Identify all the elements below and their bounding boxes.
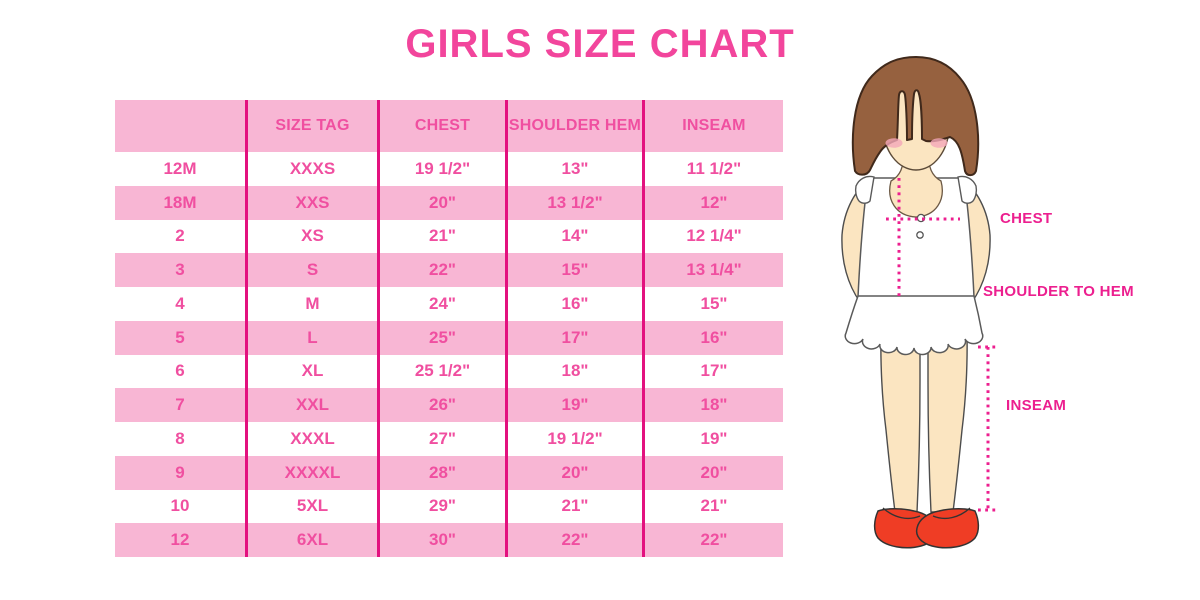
table-cell: 20": [380, 185, 508, 220]
table-cell: 3: [115, 253, 248, 287]
girl-top-button-2: [916, 231, 924, 239]
table-cell: 9: [115, 455, 248, 490]
table-cell: 16": [508, 287, 645, 321]
girl-right-shoe: [915, 507, 980, 549]
table-cell: 19 1/2": [380, 152, 508, 186]
table-row: 4 M 24" 16" 15": [115, 287, 783, 321]
table-cell: 20": [700, 462, 728, 482]
table-cell: 13 1/4": [686, 260, 742, 280]
table-cell: 19": [700, 428, 728, 448]
table-cell: 2: [115, 219, 248, 254]
table-cell: INSEAM: [682, 117, 746, 134]
table-cell: 5: [115, 320, 248, 355]
table-cell: 15": [508, 253, 645, 287]
table-cell: 6: [115, 354, 248, 389]
table-cell: 27": [380, 422, 508, 456]
table-cell: 13 1/2": [508, 185, 645, 220]
table-row: 6 XL 25 1/2" 18" 17": [115, 354, 783, 389]
girl-right-blush: [930, 138, 948, 148]
table-cell: 8: [115, 422, 248, 456]
table-cell: 10: [115, 489, 248, 524]
shoulder-to-hem-measure-label: SHOULDER TO HEM: [983, 283, 1134, 300]
table-cell: 25": [380, 320, 508, 355]
table-cell: 12: [115, 523, 248, 557]
table-cell: 17": [508, 320, 645, 355]
table-cell: 21": [508, 489, 645, 524]
table-cell: 26": [380, 388, 508, 422]
chest-measure-label: CHEST: [1000, 210, 1053, 227]
table-cell: SHOULDER HEM: [508, 100, 645, 152]
table-cell: 18": [700, 395, 728, 415]
table-row: 3 S 22" 15" 13 1/4": [115, 253, 783, 287]
table-cell: 19 1/2": [508, 422, 645, 456]
table-cell: 22": [380, 253, 508, 287]
table-cell: XS: [248, 219, 380, 254]
table-row: 2 XS 21" 14" 12 1/4": [115, 219, 783, 254]
table-cell: S: [248, 253, 380, 287]
table-cell: [115, 100, 248, 152]
girl-left-blush: [885, 138, 903, 148]
table-cell: XXXL: [248, 422, 380, 456]
girl-left-shoulder-ruffle: [854, 175, 875, 204]
inseam-measure-label: INSEAM: [1006, 397, 1067, 414]
table-cell: 12": [700, 192, 728, 212]
table-cell: 12M: [115, 152, 248, 186]
table-cell: 20": [508, 455, 645, 490]
table-cell: 6XL: [248, 523, 380, 557]
girl-right-shoulder-ruffle: [957, 175, 978, 204]
table-row: 12M XXXS 19 1/2" 13" 11 1/2": [115, 152, 783, 186]
table-cell: 30": [380, 523, 508, 557]
girl-illustration: [841, 56, 997, 549]
table-row: 5 L 25" 17" 16": [115, 320, 783, 355]
table-cell: 24": [380, 287, 508, 321]
table-cell: 12 1/4": [686, 226, 742, 246]
table-cell: 17": [700, 361, 728, 381]
table-cell: 29": [380, 489, 508, 524]
table-cell: 25 1/2": [380, 354, 508, 389]
table-cell: 28": [380, 455, 508, 490]
table-cell: XXXS: [248, 152, 380, 186]
table-cell: XXXXL: [248, 455, 380, 490]
table-cell: 15": [700, 293, 728, 313]
table-cell: XXL: [248, 388, 380, 422]
table-row: 18M XXS 20" 13 1/2" 12": [115, 185, 783, 220]
table-row: 7 XXL 26" 19" 18": [115, 388, 783, 422]
table-cell: 22": [508, 523, 645, 557]
table-cell: 7: [115, 388, 248, 422]
table-cell: 14": [508, 219, 645, 254]
table-cell: XXS: [248, 185, 380, 220]
table-cell: 13": [508, 152, 645, 186]
table-cell: 21": [380, 219, 508, 254]
table-header-row: SIZE TAG CHEST SHOULDER HEM INSEAM: [115, 100, 783, 152]
table-cell: 11 1/2": [686, 158, 742, 178]
table-cell: 5XL: [248, 489, 380, 524]
girl-skirt-ruffle: [844, 295, 984, 356]
page-title: GIRLS SIZE CHART: [405, 22, 795, 66]
size-chart-table: SIZE TAG CHEST SHOULDER HEM INSEAM 12M XXXS 19…: [115, 100, 783, 557]
table-cell: M: [248, 287, 380, 321]
table-cell: CHEST: [380, 100, 508, 152]
table-row: 9 XXXXL 28" 20" 20": [115, 455, 783, 490]
table-cell: XL: [248, 354, 380, 389]
table-row: 12 6XL 30" 22" 22": [115, 523, 783, 557]
table-cell: 21": [700, 496, 728, 516]
table-cell: 18M: [115, 185, 248, 220]
table-cell: 18": [508, 354, 645, 389]
table-cell: SIZE TAG: [248, 100, 380, 152]
table-cell: 4: [115, 287, 248, 321]
table-cell: L: [248, 320, 380, 355]
table-cell: 22": [700, 530, 728, 550]
table-cell: 16": [700, 327, 728, 347]
table-row: 8 XXXL 27" 19 1/2" 19": [115, 422, 783, 456]
table-row: 10 5XL 29" 21" 21": [115, 489, 783, 524]
table-cell: 19": [508, 388, 645, 422]
